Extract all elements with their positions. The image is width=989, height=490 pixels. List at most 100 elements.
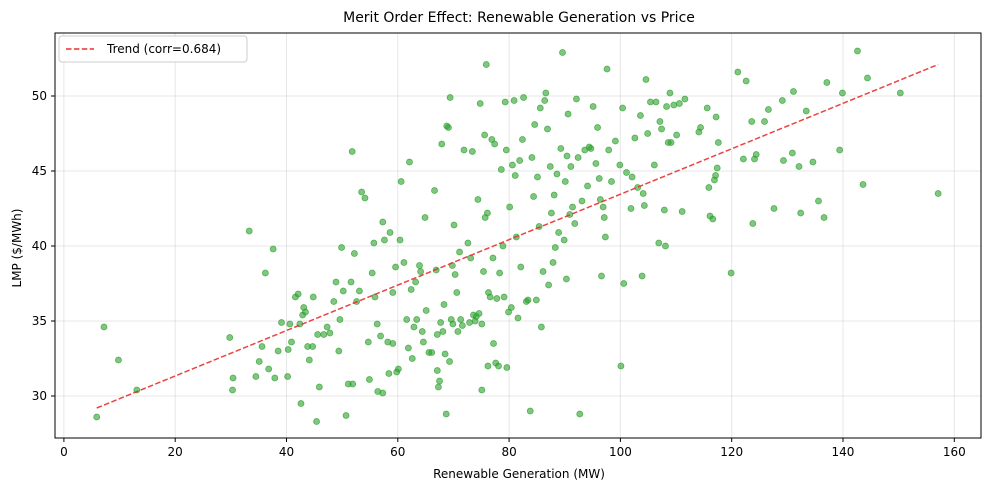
data-point <box>673 131 680 139</box>
data-point <box>397 178 405 185</box>
data-point <box>349 380 357 388</box>
data-point <box>416 262 423 269</box>
data-point <box>466 319 473 326</box>
data-point <box>714 139 722 146</box>
data-point <box>294 290 302 298</box>
data-point <box>421 214 429 221</box>
grid <box>55 33 981 438</box>
data-point <box>442 410 450 418</box>
data-point <box>534 173 541 181</box>
data-point <box>497 166 505 173</box>
data-point <box>422 307 430 314</box>
data-point <box>255 358 263 365</box>
data-point <box>433 367 441 374</box>
data-point <box>413 316 421 323</box>
data-point <box>705 184 713 191</box>
data-point <box>605 146 613 154</box>
data-point <box>435 383 442 391</box>
data-point <box>516 157 524 164</box>
data-point <box>478 320 486 328</box>
data-point <box>336 316 344 323</box>
data-point <box>445 124 452 131</box>
data-point <box>559 49 566 56</box>
data-point <box>451 271 459 278</box>
data-point <box>578 197 586 205</box>
data-point <box>647 98 654 106</box>
data-point <box>660 206 668 214</box>
data-point <box>438 140 446 148</box>
data-point <box>315 383 323 391</box>
data-point <box>594 124 601 131</box>
data-point <box>542 89 550 97</box>
data-point <box>778 97 786 104</box>
data-point <box>576 410 584 418</box>
data-point <box>482 61 490 68</box>
data-point <box>640 202 648 209</box>
data-point <box>631 134 639 142</box>
data-point <box>408 355 416 362</box>
data-point <box>573 95 580 103</box>
data-point <box>309 343 317 350</box>
legend: Trend (corr=0.684) <box>58 35 248 63</box>
data-point <box>339 287 347 295</box>
data-point <box>252 373 260 380</box>
data-point <box>595 175 603 182</box>
data-point <box>288 338 295 346</box>
data-point <box>297 400 305 407</box>
data-point <box>370 239 378 247</box>
data-point <box>407 286 415 293</box>
data-point <box>373 320 381 328</box>
data-point <box>678 208 686 215</box>
data-point <box>934 190 942 197</box>
data-point <box>480 268 487 275</box>
data-point <box>309 293 317 301</box>
x-tick-label: 140 <box>832 445 855 459</box>
data-point <box>418 328 426 335</box>
data-point <box>481 131 489 139</box>
x-tick-label: 160 <box>943 445 966 459</box>
data-point <box>528 154 536 161</box>
data-point <box>820 214 828 221</box>
legend-box <box>58 35 248 63</box>
data-point <box>652 98 660 106</box>
data-point <box>748 118 756 125</box>
data-point <box>115 356 122 364</box>
data-point <box>619 104 627 112</box>
data-point <box>780 157 787 164</box>
data-point <box>400 259 408 266</box>
data-point <box>361 194 369 202</box>
data-point <box>330 298 338 305</box>
x-tick-label: 80 <box>501 445 516 459</box>
data-point <box>389 289 397 296</box>
data-point <box>458 322 466 329</box>
data-point <box>536 104 544 112</box>
data-point <box>713 164 721 172</box>
data-point <box>284 346 292 353</box>
data-point <box>742 77 750 85</box>
data-point <box>663 103 670 110</box>
data-point <box>350 250 358 257</box>
data-point <box>815 197 822 205</box>
data-point <box>584 182 591 190</box>
data-point <box>491 140 499 148</box>
data-point <box>474 196 482 203</box>
data-point <box>770 205 778 212</box>
data-point <box>627 205 635 212</box>
data-point <box>326 329 334 337</box>
data-point <box>564 110 572 118</box>
data-point <box>557 145 565 152</box>
data-point <box>550 191 558 199</box>
data-point <box>93 413 101 421</box>
data-point <box>464 239 472 247</box>
data-point <box>628 173 636 181</box>
data-point <box>797 209 805 217</box>
data-point <box>446 358 453 365</box>
data-point <box>417 268 425 275</box>
data-point <box>569 203 576 211</box>
data-point <box>670 101 678 109</box>
data-point <box>379 218 387 226</box>
data-point <box>332 278 340 286</box>
data-point <box>637 112 644 119</box>
x-axis-label: Renewable Generation (MW) <box>433 467 605 481</box>
